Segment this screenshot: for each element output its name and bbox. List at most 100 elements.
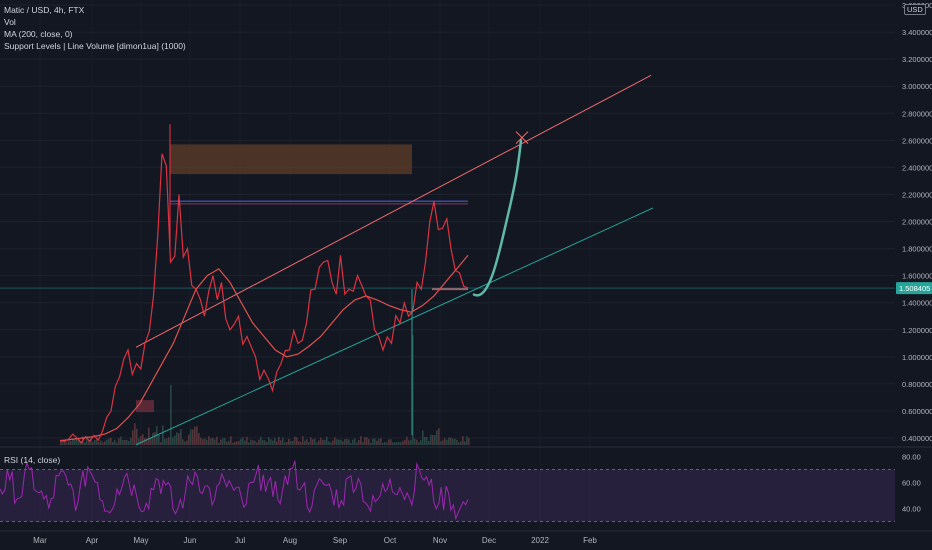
volume-bar [362,441,364,445]
volume-bar [256,442,258,445]
volume-bar [60,439,62,445]
volume-bar [416,439,418,445]
volume-bar [386,442,388,445]
volume-bar [218,442,220,445]
price-tick-label: 2.000000 [902,218,932,227]
rsi-line [0,460,469,521]
volume-bar [372,438,374,445]
volume-bar [70,441,72,445]
volume-bar [406,436,408,445]
resistance-box [170,144,412,175]
volume-bar [136,428,138,445]
volume-bar [128,441,130,445]
volume-bar [330,442,332,445]
time-axis[interactable]: Mar Apr May Jun Jul Aug Sep Oct Nov Dec 2022 Feb [33,536,597,545]
rsi-axis[interactable]: 80.00 60.00 40.00 [902,453,921,514]
volume-bar [460,441,462,445]
price-tick-label: 1.400000 [902,299,932,308]
volume-bar [114,439,116,445]
volume-bar [360,436,362,445]
volume-bar [314,438,316,445]
support-indicator-label[interactable]: Support Levels | Line Volume [dimon1ua] … [4,41,186,51]
time-tick-label: Aug [283,536,297,545]
volume-bar [424,436,426,445]
time-tick-label: Jul [235,536,245,545]
volume-bar [342,441,344,445]
moving-average [59,254,469,442]
volume-bar [186,440,188,445]
price-tick-label: 0.600000 [902,407,932,416]
price-tick-label: 1.000000 [902,353,932,362]
volume-bar [76,438,78,445]
volume-bar [380,438,382,445]
volume-bar [450,437,452,445]
volume-bar [434,435,436,445]
price-tick-label: 2.400000 [902,163,932,172]
volume-bar [438,428,440,445]
volume-bar [228,440,230,445]
volume-bar [346,438,348,445]
vol-indicator-label[interactable]: Vol [4,17,16,27]
ma-indicator-label[interactable]: MA (200, close, 0) [4,29,73,39]
volume-bar [276,441,278,445]
volume-bar [192,429,194,445]
volume-bar [334,437,336,445]
volume-bar [288,438,290,445]
volume-bar [290,441,292,445]
volume-bar [462,436,464,445]
volume-bar [112,442,114,445]
volume-bar [130,437,132,445]
current-price-tag: 1.508405 [896,282,932,295]
volume-bar [338,439,340,445]
volume-bar [88,440,90,445]
volume-bar [262,440,264,445]
rsi-band [0,469,895,522]
volume-bar [428,441,430,445]
volume-bar [184,441,186,445]
volume-bar [364,437,366,445]
price-line [59,153,469,444]
volume-bar [352,439,354,445]
volume-bar [278,436,280,445]
volume-bar [464,441,466,445]
price-tick-label: 1.800000 [902,245,932,254]
volume-bar [308,442,310,445]
symbol-title[interactable]: Matic / USD, 4h, FTX [4,5,85,15]
volume-bar [396,441,398,445]
time-tick-label: Oct [384,536,397,545]
volume-bar [400,442,402,445]
volume-bar [178,433,180,445]
price-tick-label: 2.200000 [902,190,932,199]
volume-bar [304,440,306,445]
volume-bar [402,440,404,445]
volume-bar [250,439,252,445]
volume-bar [294,436,296,445]
volume-bar [78,439,80,445]
volume-bar [206,439,208,445]
volume-bar [336,439,338,445]
volume-bar [208,436,210,445]
price-tick-label: 1.200000 [902,326,932,335]
volume-bar [144,437,146,445]
volume-bar [148,427,150,445]
volume-bar [340,439,342,445]
volume-bar [202,439,204,445]
volume-bar [106,439,108,445]
target-x-mark [515,131,529,144]
volume-bar [154,432,156,445]
rsi-indicator-label[interactable]: RSI (14, close) [4,455,61,465]
currency-badge[interactable]: USD [904,4,926,15]
volume-bar [292,440,294,445]
volume-bar [204,438,206,445]
volume-bar [180,429,182,445]
volume-bar [214,439,216,445]
price-tick-label: 3.000000 [902,82,932,91]
volume-bar [162,425,164,445]
volume-bar [90,438,92,445]
volume-bar [164,438,166,445]
projection-path [472,139,523,297]
volume-bar [254,440,256,445]
volume-bar [260,436,262,445]
volume-bar [230,436,232,445]
